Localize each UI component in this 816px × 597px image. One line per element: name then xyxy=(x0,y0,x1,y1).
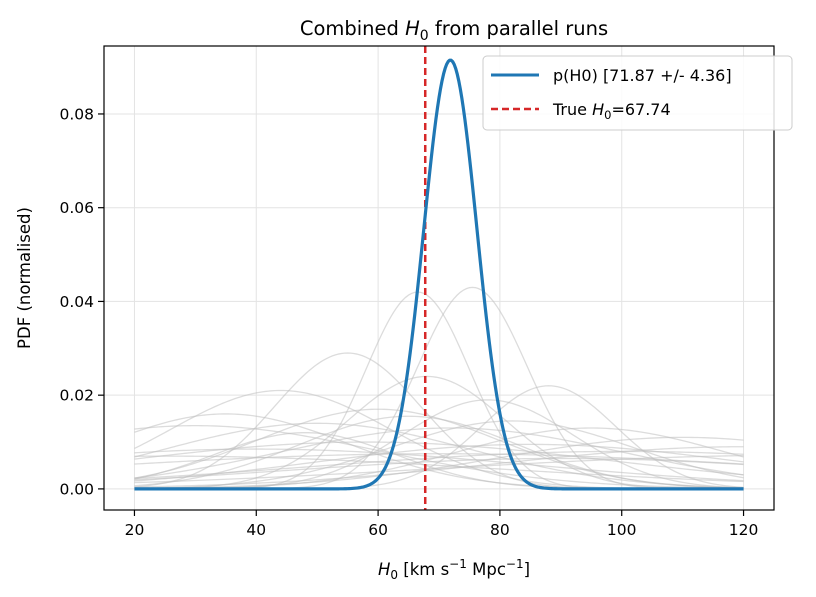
y-tick-label: 0.02 xyxy=(59,387,94,405)
combined-curves xyxy=(134,46,744,510)
combined-posterior-curve xyxy=(134,58,744,491)
y-tick-label: 0.06 xyxy=(59,199,94,217)
legend-label-truth: True H0=67.74 xyxy=(552,100,671,122)
run-curve xyxy=(134,454,744,484)
y-tick-label: 0.00 xyxy=(59,480,94,498)
run-curve xyxy=(134,457,744,481)
run-curve xyxy=(134,420,744,489)
x-tick-label: 80 xyxy=(490,521,510,539)
y-axis-ticks: 0.00 0.02 0.04 0.06 0.08 xyxy=(59,105,104,498)
x-tick-label: 20 xyxy=(125,521,145,539)
legend: p(H0) [71.87 +/- 4.36] True H0=67.74 xyxy=(482,55,793,131)
run-curve xyxy=(134,450,744,480)
legend-label-combined: p(H0) [71.87 +/- 4.36] xyxy=(553,66,732,85)
run-curve xyxy=(134,422,744,489)
run-curve xyxy=(134,427,744,479)
x-tick-label: 40 xyxy=(246,521,266,539)
x-tick-label: 120 xyxy=(729,521,759,539)
x-axis-label: H0 [km s−1 Mpc−1] xyxy=(378,557,530,582)
y-axis-label: PDF (normalised) xyxy=(15,207,34,349)
run-curve xyxy=(134,436,744,489)
run-curve xyxy=(134,415,744,489)
chart-title: Combined H0 from parallel runs xyxy=(300,17,608,44)
legend-box xyxy=(482,55,793,131)
x-axis-ticks: 20 40 60 80 100 120 xyxy=(125,510,759,539)
x-tick-label: 100 xyxy=(607,521,637,539)
plot-frame xyxy=(103,45,775,511)
run-curve xyxy=(134,424,744,489)
x-tick-label: 60 xyxy=(368,521,388,539)
run-curve xyxy=(134,441,744,476)
run-curve xyxy=(134,455,744,483)
y-tick-label: 0.04 xyxy=(59,293,94,311)
y-tick-label: 0.08 xyxy=(59,105,94,123)
